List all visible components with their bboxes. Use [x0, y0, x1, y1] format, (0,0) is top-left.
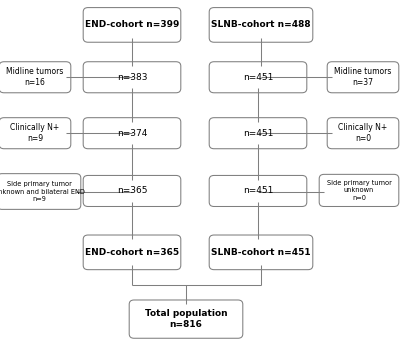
FancyBboxPatch shape — [83, 118, 181, 149]
FancyBboxPatch shape — [0, 62, 71, 93]
Text: n=374: n=374 — [117, 129, 147, 138]
Text: n=451: n=451 — [243, 73, 273, 82]
FancyBboxPatch shape — [209, 175, 307, 206]
FancyBboxPatch shape — [209, 62, 307, 93]
Text: Midline tumors
n=16: Midline tumors n=16 — [6, 67, 64, 87]
FancyBboxPatch shape — [209, 118, 307, 149]
FancyBboxPatch shape — [327, 118, 399, 149]
FancyBboxPatch shape — [83, 62, 181, 93]
Text: n=451: n=451 — [243, 129, 273, 138]
FancyBboxPatch shape — [0, 174, 81, 209]
FancyBboxPatch shape — [83, 8, 181, 42]
Text: Clinically N+
n=0: Clinically N+ n=0 — [338, 123, 388, 143]
Text: Side primary tumor
unknown and bilateral END
n=9: Side primary tumor unknown and bilateral… — [0, 181, 84, 202]
FancyBboxPatch shape — [83, 175, 181, 206]
Text: END-cohort n=365: END-cohort n=365 — [85, 248, 179, 257]
Text: SLNB-cohort n=488: SLNB-cohort n=488 — [211, 21, 311, 29]
FancyBboxPatch shape — [0, 118, 71, 149]
FancyBboxPatch shape — [209, 235, 313, 270]
Text: n=365: n=365 — [117, 187, 147, 195]
Text: SLNB-cohort n=451: SLNB-cohort n=451 — [211, 248, 311, 257]
FancyBboxPatch shape — [209, 8, 313, 42]
Text: Side primary tumor
unknown
n=0: Side primary tumor unknown n=0 — [326, 180, 392, 201]
FancyBboxPatch shape — [83, 235, 181, 270]
Text: END-cohort n=399: END-cohort n=399 — [85, 21, 179, 29]
FancyBboxPatch shape — [319, 174, 399, 206]
Text: Midline tumors
n=37: Midline tumors n=37 — [334, 67, 392, 87]
FancyBboxPatch shape — [327, 62, 399, 93]
FancyBboxPatch shape — [129, 300, 243, 338]
Text: n=451: n=451 — [243, 187, 273, 195]
Text: Total population
n=816: Total population n=816 — [145, 309, 227, 329]
Text: Clinically N+
n=9: Clinically N+ n=9 — [10, 123, 60, 143]
Text: n=383: n=383 — [117, 73, 147, 82]
